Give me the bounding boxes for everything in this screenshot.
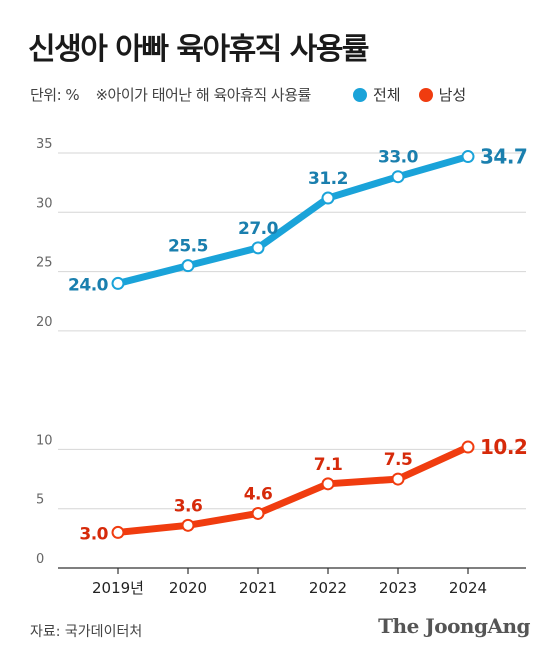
legend-swatch-male <box>418 87 433 102</box>
y-tick-label: 20 <box>36 315 53 330</box>
series-line-male <box>114 443 472 536</box>
legend-swatch-total <box>353 87 367 102</box>
data-point <box>391 472 405 486</box>
data-label: 3.6 <box>174 496 203 516</box>
data-point <box>461 440 475 454</box>
y-tick-label: 35 <box>36 137 53 152</box>
data-point <box>251 241 265 255</box>
y-tick-label: 10 <box>36 433 53 448</box>
legend-label-total: 전체 <box>373 86 401 104</box>
data-point <box>181 259 195 273</box>
data-label: 33.0 <box>378 148 419 168</box>
data-point <box>181 518 195 532</box>
data-label: 4.6 <box>244 484 273 504</box>
legend-label-male: 남성 <box>438 86 467 104</box>
y-tick-label: 5 <box>36 493 44 508</box>
x-tick-label: 2019년 <box>92 579 144 597</box>
data-label: 3.0 <box>79 524 108 544</box>
data-label: 24.0 <box>68 275 109 295</box>
data-label: 27.0 <box>238 219 279 239</box>
y-tick-label: 30 <box>36 196 53 211</box>
unit-label: 단위: % <box>30 86 80 104</box>
source-note: 자료: 국가데이터처 <box>30 624 143 640</box>
data-label: 10.2 <box>480 435 527 459</box>
data-point <box>391 170 405 184</box>
x-tick-label: 2020 <box>169 579 207 597</box>
data-point <box>111 525 125 539</box>
legend: 전체 남성 <box>353 84 484 105</box>
data-label: 7.1 <box>314 455 343 475</box>
legend-item-male: 남성 <box>418 84 467 105</box>
data-label: 31.2 <box>308 169 348 189</box>
data-point <box>251 506 265 520</box>
brand-logo: The JoongAng <box>378 614 530 638</box>
y-tick-label: 0 <box>36 552 44 567</box>
x-tick-label: 2023 <box>379 579 417 597</box>
subtitle-row: 단위: % ※아이가 태어난 해 육아휴직 사용률 <box>30 84 311 105</box>
x-tick-label: 2024 <box>449 579 487 597</box>
x-tick-label: 2022 <box>309 579 347 597</box>
series-line-total <box>114 153 472 287</box>
data-point <box>321 191 335 205</box>
data-point <box>461 150 475 164</box>
legend-item-total: 전체 <box>353 84 401 105</box>
data-label: 7.5 <box>384 450 413 470</box>
data-point <box>111 276 125 290</box>
y-tick-label: 25 <box>36 256 53 271</box>
x-tick-label: 2021 <box>239 579 277 597</box>
data-label: 25.5 <box>168 237 208 257</box>
chart-title: 신생아 아빠 육아휴직 사용률 <box>28 32 370 67</box>
data-label: 34.7 <box>480 145 527 169</box>
data-point <box>321 477 335 491</box>
chart-note: ※아이가 태어난 해 육아휴직 사용률 <box>95 86 311 104</box>
